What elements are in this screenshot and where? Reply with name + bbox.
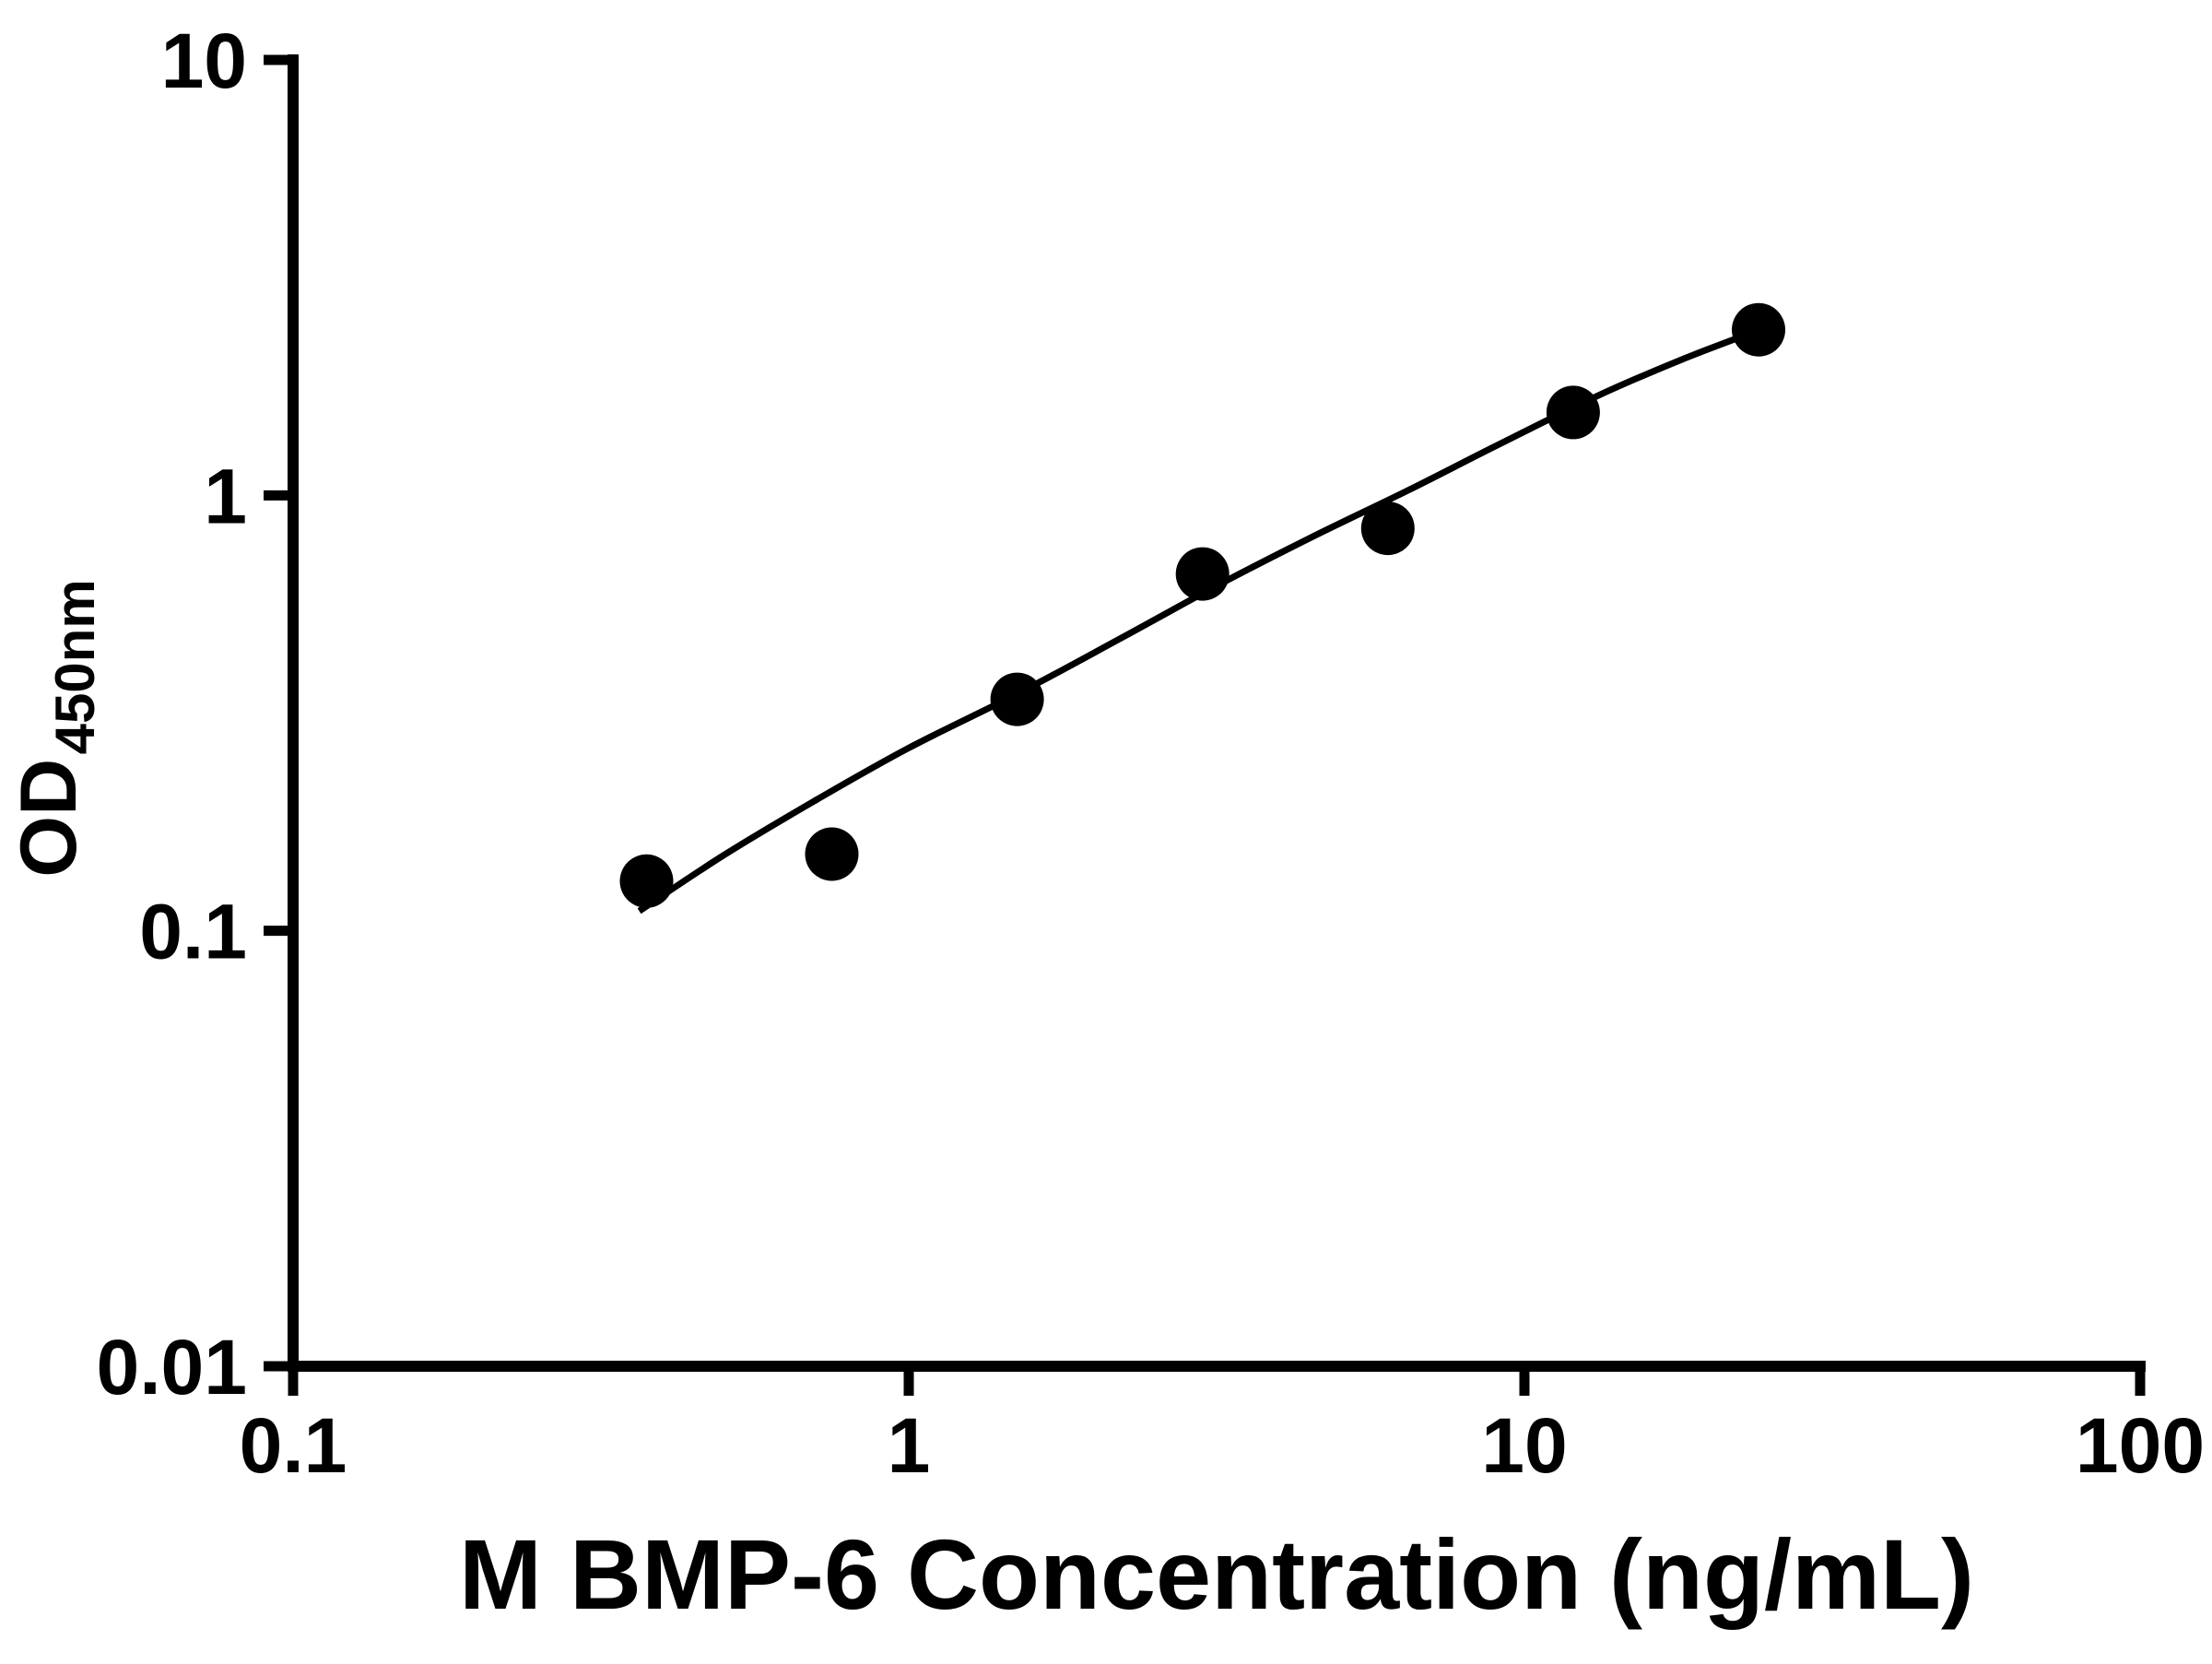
data-point [619,854,674,908]
y-axis-tick-label: 10 [161,18,247,104]
data-point [1546,385,1600,440]
y-axis-tick-label: 0.1 [139,889,247,975]
data-point [990,672,1044,726]
data-point [1732,302,1785,357]
x-axis-tick-label: 10 [1481,1402,1567,1489]
y-axis-tick-label: 0.01 [97,1324,248,1410]
y-axis-title: OD 450nm [5,579,106,878]
y-axis-title-main: OD [5,759,93,878]
axes-spine [288,54,2146,1372]
data-point [1360,502,1415,556]
x-axis-tick-label: 0.1 [240,1402,347,1489]
y-axis-title-sub: 450nm [44,579,106,754]
data-point [805,827,859,881]
x-axis-tick-label: 100 [2076,1402,2205,1489]
y-axis-tick-label: 1 [204,453,247,539]
x-axis-title: M BMP-6 Concentration (ng/mL) [459,1518,1974,1630]
x-axis-tick-label: 1 [888,1402,931,1489]
data-point [1175,547,1230,601]
